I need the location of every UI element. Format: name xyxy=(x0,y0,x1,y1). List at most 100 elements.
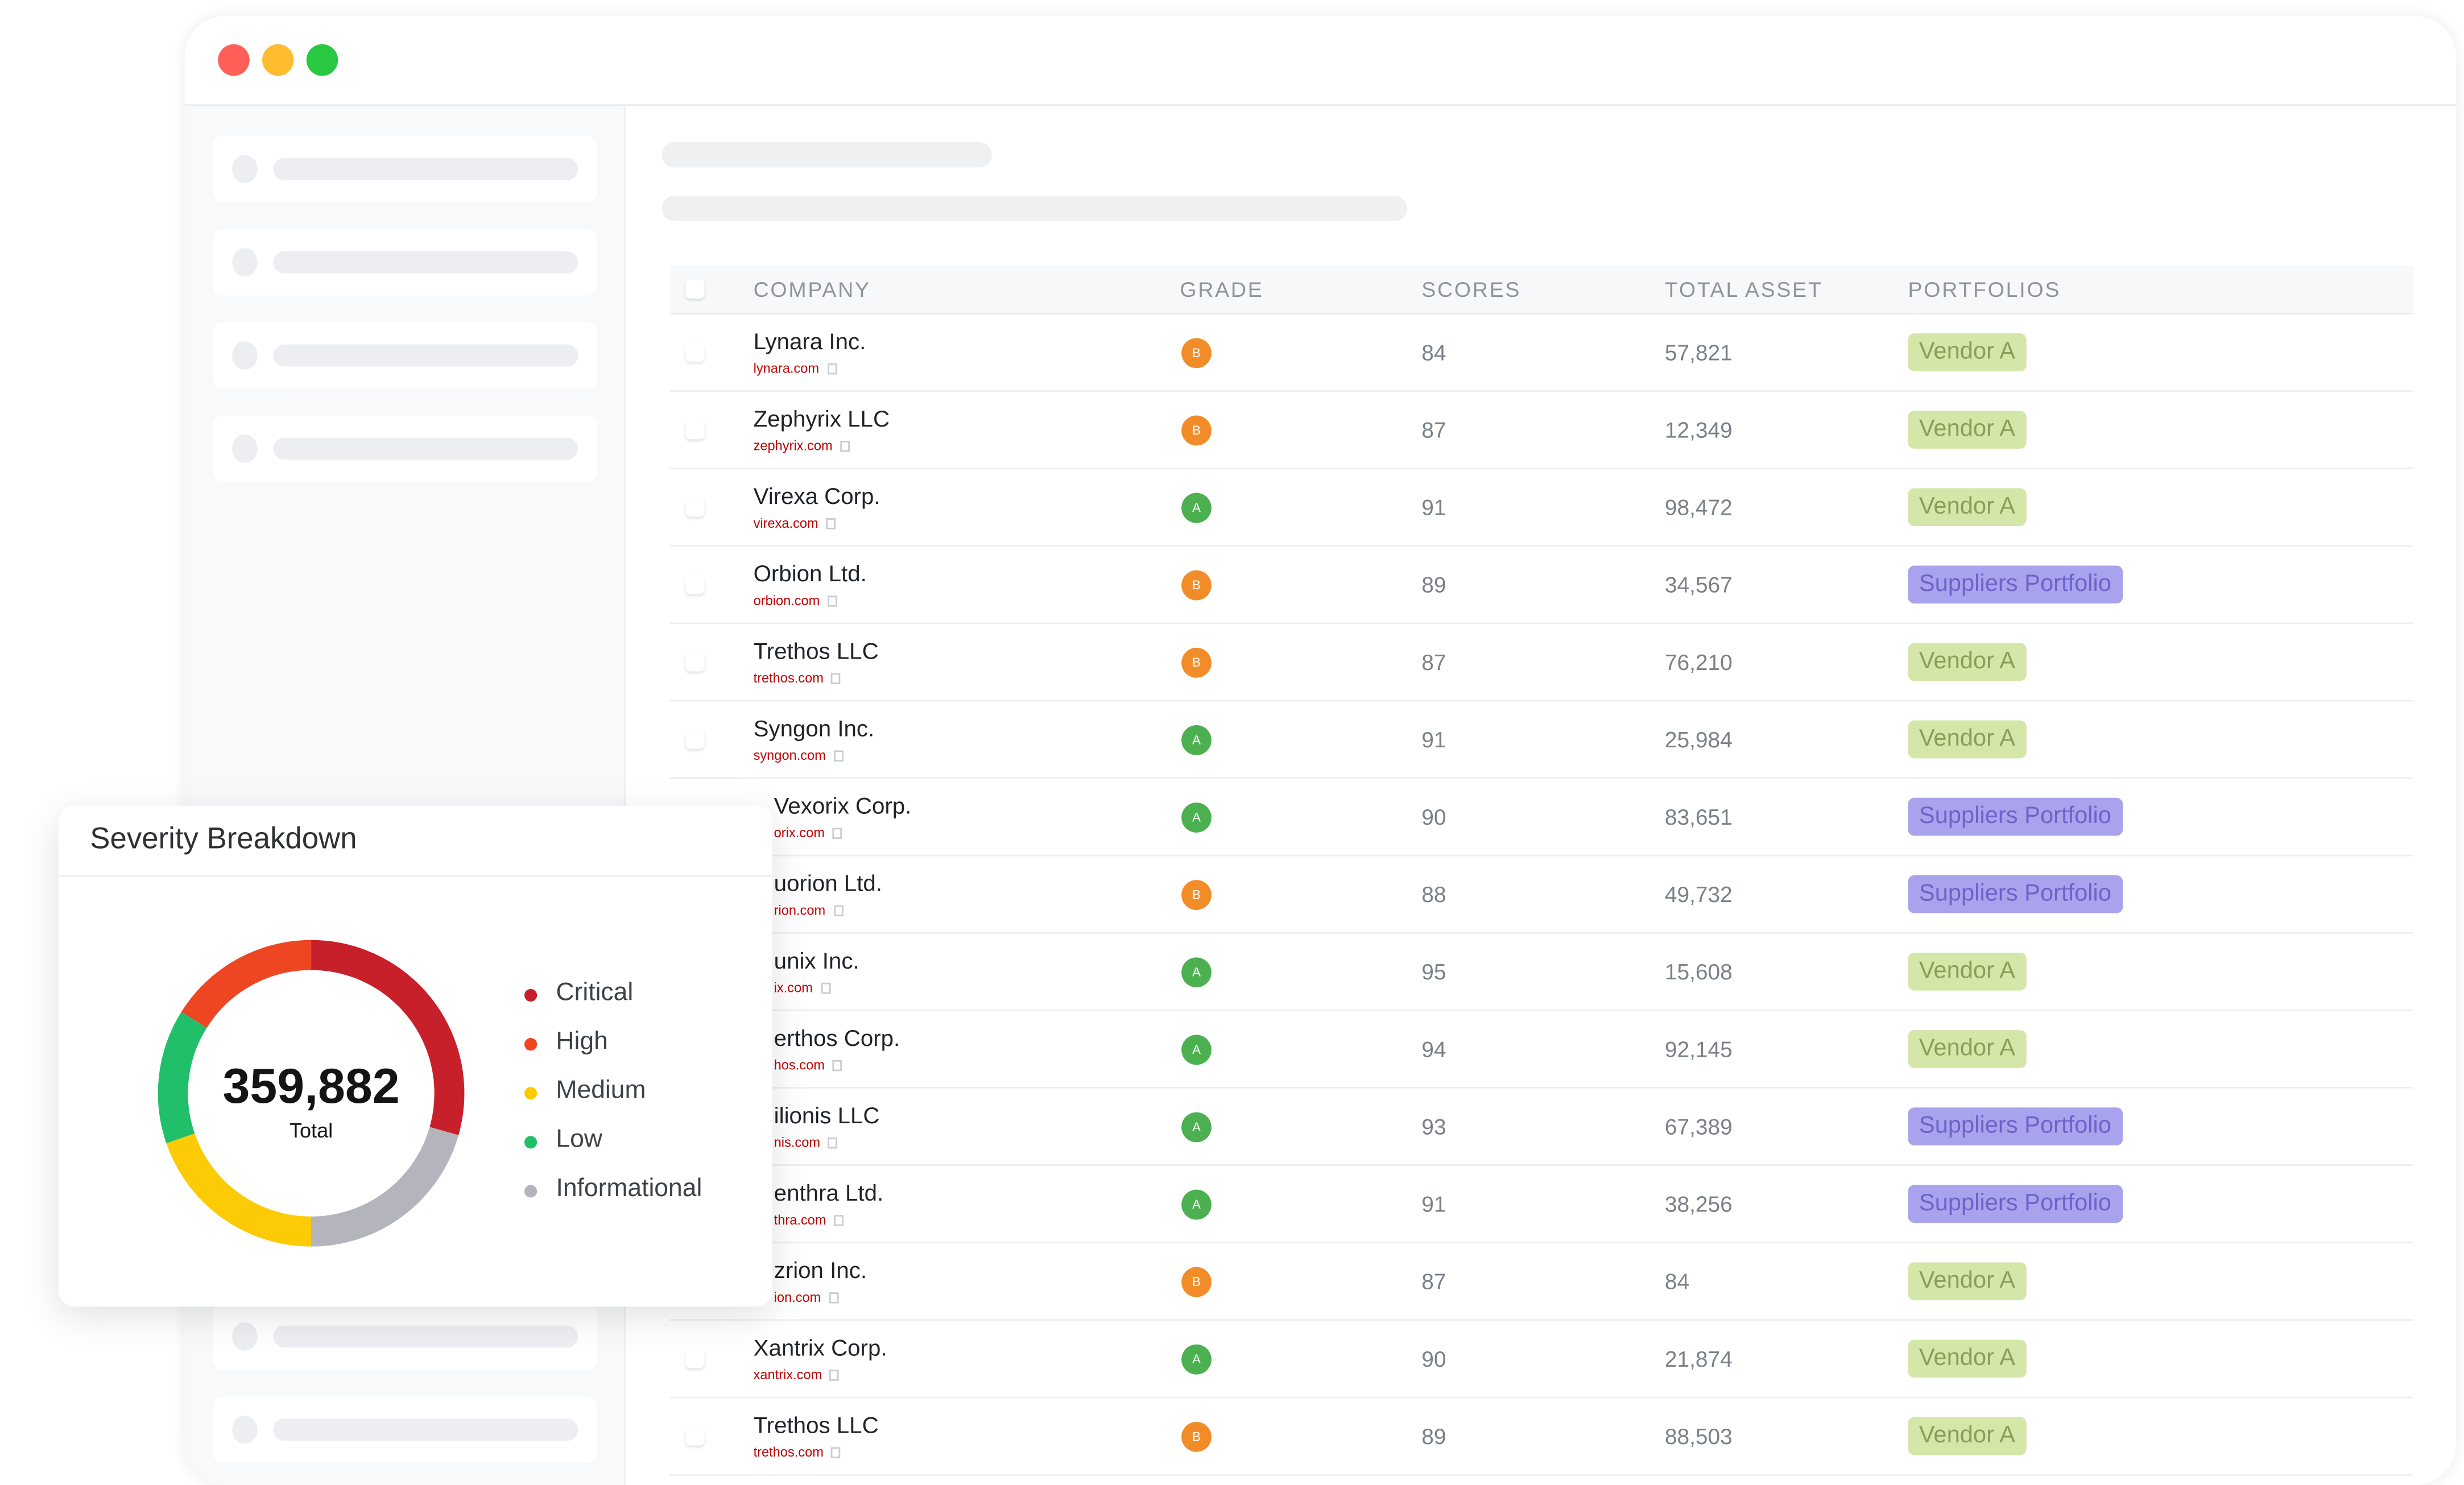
company-domain[interactable]: thra.com xyxy=(774,1211,826,1228)
column-header-total-asset[interactable]: TOTAL ASSET xyxy=(1664,278,1823,302)
portfolio-tag[interactable]: Vendor A xyxy=(1908,488,2027,527)
table-row[interactable]: Lynara Inc. lynara.com B 84 57,821 Vendo… xyxy=(669,315,2414,392)
company-domain[interactable]: virexa.com xyxy=(753,515,818,531)
company-name[interactable]: Vexorix Corp. xyxy=(774,795,912,820)
minimize-window-button[interactable] xyxy=(262,44,294,76)
company-domain-link[interactable]: trethos.com xyxy=(754,1444,841,1460)
company-name[interactable]: Trethos LLC xyxy=(753,640,879,665)
company-domain-link[interactable]: ion.com xyxy=(774,1289,838,1305)
company-domain[interactable]: trethos.com xyxy=(753,1443,824,1460)
copy-icon[interactable] xyxy=(829,1292,838,1304)
copy-icon[interactable] xyxy=(831,673,841,685)
company-domain[interactable]: orix.com xyxy=(774,825,825,841)
company-name[interactable]: ilionis LLC xyxy=(774,1104,880,1130)
company-domain[interactable]: rion.com xyxy=(774,902,826,918)
table-row[interactable]: Trethos LLC trethos.com B 87 76,210 Vend… xyxy=(669,624,2414,702)
table-row[interactable]: Zephyrix LLC zephyrix.com B 87 12,349 Ve… xyxy=(669,392,2414,470)
row-checkbox[interactable] xyxy=(685,652,705,672)
company-domain[interactable]: lynara.com xyxy=(753,360,820,377)
company-domain-link[interactable]: ix.com xyxy=(774,979,830,995)
company-name[interactable]: Trethos LLC xyxy=(753,1414,879,1440)
copy-icon[interactable] xyxy=(820,983,830,994)
company-domain[interactable]: nis.com xyxy=(774,1134,821,1151)
company-name[interactable]: unix Inc. xyxy=(774,949,859,975)
copy-icon[interactable] xyxy=(828,1137,838,1149)
company-domain[interactable]: orbion.com xyxy=(753,592,820,609)
table-row[interactable]: zrion Inc. ion.com B 87 84 Vendor A xyxy=(669,1243,2414,1321)
company-domain-link[interactable]: zephyrix.com xyxy=(754,437,850,453)
portfolio-tag[interactable]: Vendor A xyxy=(1908,411,2027,449)
portfolio-tag[interactable]: Suppliers Portfolio xyxy=(1908,875,2123,913)
sidebar-item-placeholder[interactable] xyxy=(213,1396,597,1463)
row-checkbox[interactable] xyxy=(685,498,705,517)
company-name[interactable]: Virexa Corp. xyxy=(753,485,880,511)
company-domain[interactable]: zephyrix.com xyxy=(753,437,833,454)
donut-segment-informational[interactable] xyxy=(158,940,465,1247)
portfolio-tag[interactable]: Suppliers Portfolio xyxy=(1908,797,2123,836)
company-domain-link[interactable]: rion.com xyxy=(774,902,843,918)
portfolio-tag[interactable]: Vendor A xyxy=(1908,1417,2027,1455)
copy-icon[interactable] xyxy=(840,441,850,453)
copy-icon[interactable] xyxy=(831,1447,841,1459)
table-row[interactable]: Virexa Corp. virexa.com A 91 98,472 Vend… xyxy=(669,469,2414,547)
company-domain[interactable]: xantrix.com xyxy=(753,1366,822,1383)
company-name[interactable]: Syngon Inc. xyxy=(753,717,875,743)
company-name[interactable]: Lynara Inc. xyxy=(753,330,866,356)
company-domain-link[interactable]: virexa.com xyxy=(754,515,836,531)
row-checkbox[interactable] xyxy=(685,1349,705,1368)
company-domain[interactable]: trethos.com xyxy=(753,669,824,686)
sidebar-item-placeholder[interactable] xyxy=(213,229,597,296)
table-row[interactable]: Syngon Inc. syngon.com A 91 25,984 Vendo… xyxy=(669,701,2414,779)
company-domain[interactable]: ix.com xyxy=(774,979,813,996)
sidebar-item-placeholder[interactable] xyxy=(213,322,597,389)
copy-icon[interactable] xyxy=(826,363,837,375)
table-row[interactable]: ilionis LLC nis.com A 93 67,389 Supplier… xyxy=(669,1089,2414,1167)
table-row[interactable]: Trethos LLC trethos.com B 89 88,503 Vend… xyxy=(669,1398,2414,1476)
portfolio-tag[interactable]: Suppliers Portfolio xyxy=(1908,1185,2123,1223)
table-row[interactable]: Orbion Ltd. orbion.com B 89 34,567 Suppl… xyxy=(669,547,2414,624)
copy-icon[interactable] xyxy=(832,828,842,839)
portfolio-tag[interactable]: Vendor A xyxy=(1908,1262,2027,1301)
select-all-checkbox[interactable] xyxy=(685,279,705,299)
portfolio-tag[interactable]: Vendor A xyxy=(1908,1339,2027,1378)
copy-icon[interactable] xyxy=(833,751,844,762)
company-domain[interactable]: ion.com xyxy=(774,1289,821,1305)
portfolio-tag[interactable]: Vendor A xyxy=(1908,333,2027,371)
company-name[interactable]: Zephyrix LLC xyxy=(753,407,890,433)
company-name[interactable]: uorion Ltd. xyxy=(774,872,882,897)
company-domain-link[interactable]: syngon.com xyxy=(754,747,844,763)
portfolio-tag[interactable]: Vendor A xyxy=(1908,643,2027,681)
company-domain-link[interactable]: orix.com xyxy=(774,825,842,841)
portfolio-tag[interactable]: Vendor A xyxy=(1908,1030,2027,1068)
company-name[interactable]: erthos Corp. xyxy=(774,1027,900,1053)
sidebar-item-placeholder[interactable] xyxy=(213,415,597,482)
copy-icon[interactable] xyxy=(828,595,837,607)
company-domain-link[interactable]: orbion.com xyxy=(753,592,837,609)
donut-segment-critical[interactable] xyxy=(158,940,465,1247)
sidebar-item-placeholder[interactable] xyxy=(213,1303,597,1370)
copy-icon[interactable] xyxy=(832,1060,842,1072)
table-row[interactable]: enthra Ltd. thra.com A 91 38,256 Supplie… xyxy=(669,1166,2414,1244)
table-row[interactable]: Xantrix Corp. xantrix.com A 90 21,874 Ve… xyxy=(669,1321,2414,1399)
company-domain-link[interactable]: trethos.com xyxy=(754,670,841,686)
row-checkbox[interactable] xyxy=(685,1426,705,1446)
table-row[interactable]: unix Inc. ix.com A 95 15,608 Vendor A xyxy=(669,934,2414,1011)
column-header-scores[interactable]: SCORES xyxy=(1421,278,1522,302)
row-checkbox[interactable] xyxy=(685,730,705,749)
portfolio-tag[interactable]: Suppliers Portfolio xyxy=(1908,565,2123,604)
portfolio-tag[interactable]: Suppliers Portfolio xyxy=(1908,1107,2123,1145)
copy-icon[interactable] xyxy=(826,518,836,530)
company-name[interactable]: Orbion Ltd. xyxy=(753,562,867,588)
copy-icon[interactable] xyxy=(833,905,843,917)
company-domain[interactable]: syngon.com xyxy=(753,747,826,763)
company-name[interactable]: enthra Ltd. xyxy=(774,1181,884,1207)
company-domain-link[interactable]: hos.com xyxy=(774,1057,842,1073)
company-domain-link[interactable]: xantrix.com xyxy=(754,1367,840,1383)
column-header-company[interactable]: COMPANY xyxy=(753,278,871,302)
table-row[interactable]: erthos Corp. hos.com A 94 92,145 Vendor … xyxy=(669,1011,2414,1089)
row-checkbox[interactable] xyxy=(685,420,705,440)
company-domain-link[interactable]: thra.com xyxy=(774,1211,844,1228)
table-row[interactable]: Vexorix Corp. orix.com A 90 83,651 Suppl… xyxy=(669,779,2414,857)
company-domain-link[interactable]: nis.com xyxy=(774,1134,838,1150)
row-checkbox[interactable] xyxy=(685,342,705,362)
